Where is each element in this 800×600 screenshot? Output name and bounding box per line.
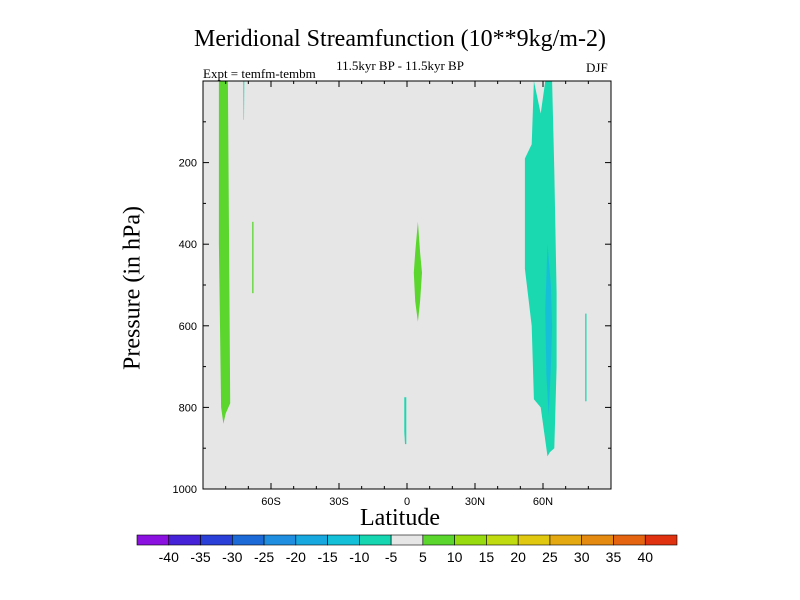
colorbar-label: -40 xyxy=(159,549,179,565)
nh-core-blue-region xyxy=(545,244,553,416)
colorbar-box xyxy=(613,534,646,546)
colorbar-box xyxy=(327,534,360,546)
chart-subtitle-right: DJF xyxy=(586,60,608,75)
colorbar-label: 10 xyxy=(447,549,463,565)
colorbar-box xyxy=(486,534,519,546)
equatorial-lower-negative-region xyxy=(404,397,407,445)
x-axis-label: Latitude xyxy=(360,505,440,531)
colorbar-box xyxy=(422,534,455,546)
colorbar-label: -30 xyxy=(222,549,242,565)
colorbar-label: -15 xyxy=(317,549,337,565)
x-tick-label: 60N xyxy=(533,496,553,508)
chart-subtitle-left: Expt = temfm-tembm xyxy=(203,66,316,81)
colorbar-label: -20 xyxy=(286,549,306,565)
colorbar-box xyxy=(454,534,487,546)
x-axis-ticks: 60S 30S 0 30N 60N xyxy=(225,81,589,508)
contour-regions xyxy=(218,81,587,457)
y-tick-label: 800 xyxy=(179,402,197,414)
colorbar-label: 30 xyxy=(574,549,590,565)
colorbar-box xyxy=(200,534,233,546)
colorbar-label: 35 xyxy=(606,549,622,565)
x-tick-label: 0 xyxy=(404,496,410,508)
colorbar-label: 25 xyxy=(542,549,558,565)
colorbar-label: 20 xyxy=(510,549,526,565)
colorbar-box xyxy=(644,534,678,546)
y-tick-label: 200 xyxy=(179,158,197,170)
colorbar-label: -25 xyxy=(254,549,274,565)
colorbar-label: -35 xyxy=(190,549,210,565)
colorbar-label: -10 xyxy=(349,549,369,565)
colorbar-label: 15 xyxy=(479,549,495,565)
sh-thin-negative-region xyxy=(243,81,245,120)
colorbar-box xyxy=(549,534,583,546)
colorbar-box xyxy=(263,534,297,546)
colorbar-label: 5 xyxy=(419,549,427,565)
colorbar-box xyxy=(390,534,424,546)
y-tick-label: 400 xyxy=(179,239,197,251)
sh-midlat-thin-positive-region xyxy=(252,221,254,294)
y-tick-label: 1000 xyxy=(173,484,197,496)
x-tick-label: 60S xyxy=(261,496,281,508)
x-tick-label: 30N xyxy=(465,496,485,508)
colorbar-label: 40 xyxy=(637,549,653,565)
equatorial-positive-region xyxy=(413,221,422,322)
colorbar-label: -5 xyxy=(385,549,398,565)
colorbar-box xyxy=(581,534,614,546)
colorbar-box xyxy=(136,534,170,546)
colorbar-box xyxy=(359,534,392,546)
colorbar: -40 -35 -30 -25 -20 -15 -10 -5 5 10 15 20 25 30 35 40 xyxy=(136,534,678,565)
nh-high-lat-thin-negative-region xyxy=(585,313,587,402)
x-tick-label: 30S xyxy=(329,496,349,508)
colorbar-box xyxy=(168,534,201,546)
y-axis-ticks: 200 400 600 800 1000 xyxy=(173,121,611,496)
colorbar-box xyxy=(295,534,328,546)
colorbar-box xyxy=(517,534,551,546)
sh-high-lat-positive-region xyxy=(218,81,231,424)
colorbar-box xyxy=(231,534,265,546)
chart-title: Meridional Streamfunction (10**9kg/m-2) xyxy=(194,26,606,52)
chart-subtitle-center: 11.5kyr BP - 11.5kyr BP xyxy=(336,58,464,73)
y-tick-label: 600 xyxy=(179,321,197,333)
